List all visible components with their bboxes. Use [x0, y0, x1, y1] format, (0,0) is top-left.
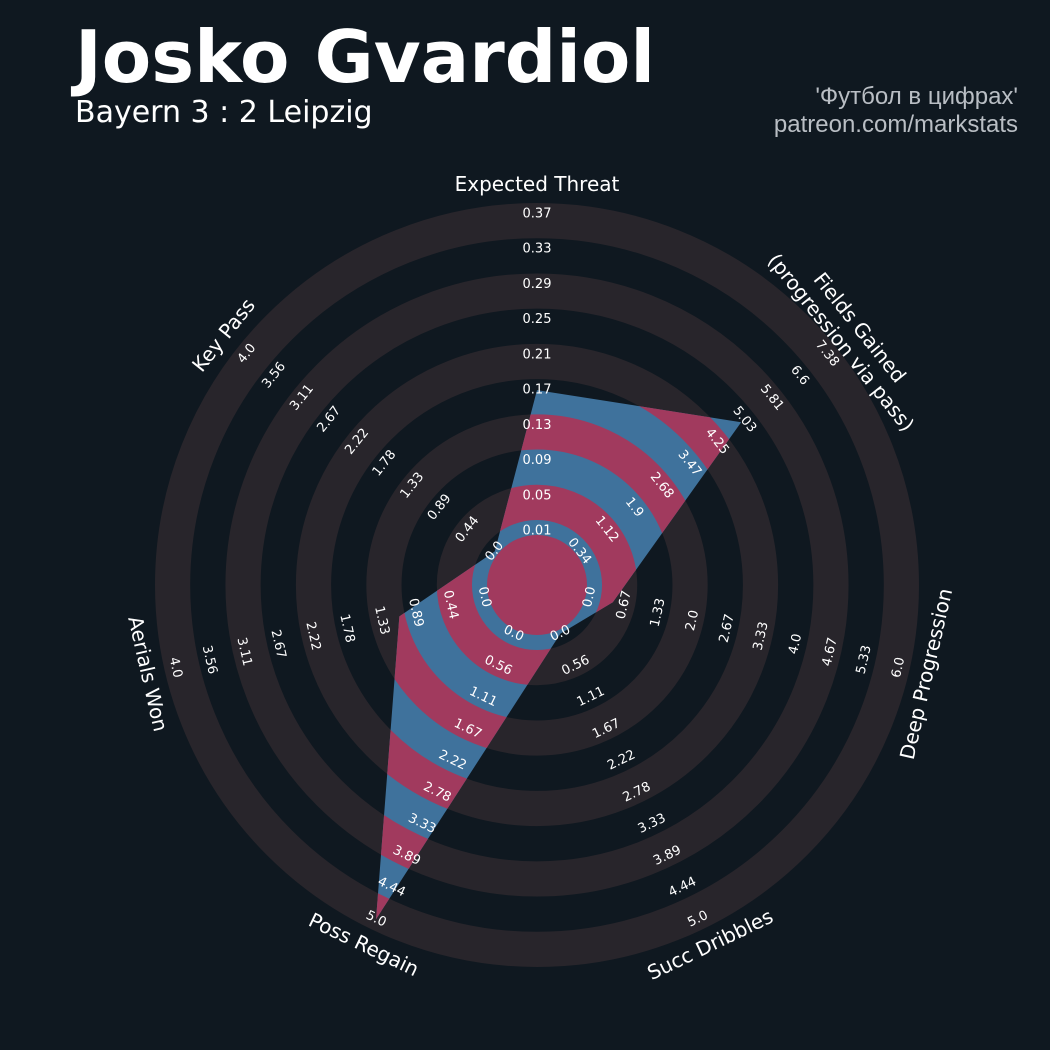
tick-label: 2.67: [268, 628, 289, 660]
radar-polygon: [376, 390, 742, 920]
tick-label: 1.78: [336, 613, 357, 645]
tick-label: 4.67: [820, 636, 841, 668]
tick-label: 2.67: [717, 613, 738, 645]
tick-label: 3.56: [199, 644, 220, 676]
radar-area: [376, 390, 742, 920]
tick-label: 1.33: [371, 605, 392, 637]
center-circle: [487, 535, 587, 635]
tick-label: 2.0: [683, 609, 702, 633]
credit: 'Футбол в цифрах': [815, 83, 1018, 110]
tick-label: 0.25: [523, 312, 552, 327]
ring-band: [155, 203, 919, 967]
tick-label: 5.33: [854, 644, 875, 676]
tick-label: 0.0: [580, 585, 599, 609]
tick-label: 0.09: [523, 453, 552, 468]
tick-label: 1.33: [648, 597, 669, 629]
tick-label: 0.33: [523, 242, 552, 257]
ring-band: [225, 273, 849, 897]
tick-label: 3.33: [751, 620, 772, 652]
tick-label: 0.01: [523, 524, 552, 539]
tick-label: 0.21: [523, 347, 552, 362]
tick-label: 0.13: [523, 418, 552, 433]
credit: patreon.com/markstats: [774, 111, 1018, 138]
tick-label: 0.89: [405, 597, 426, 629]
tick-label: 0.05: [523, 488, 552, 503]
axis-label: Expected Threat: [455, 172, 620, 196]
tick-label: 0.29: [523, 277, 552, 292]
tick-label: 0.44: [440, 589, 461, 621]
tick-label: 4.0: [166, 656, 185, 680]
tick-label: 6.0: [889, 656, 908, 680]
tick-label: 0.67: [614, 589, 635, 621]
axis-label-line: Expected Threat: [455, 172, 620, 196]
tick-label: 2.22: [302, 620, 323, 652]
ring-band-inner: [436, 484, 638, 686]
ring-band: [295, 343, 779, 827]
chart-title: Josko Gvardiol: [70, 15, 655, 99]
chart-subtitle: Bayern 3 : 2 Leipzig: [75, 95, 373, 130]
tick-label: 0.0: [475, 585, 494, 609]
tick-label: 4.0: [786, 632, 805, 656]
tick-label: 3.11: [234, 636, 255, 668]
tick-label: 0.37: [523, 207, 552, 222]
tick-label: 0.17: [523, 383, 552, 398]
